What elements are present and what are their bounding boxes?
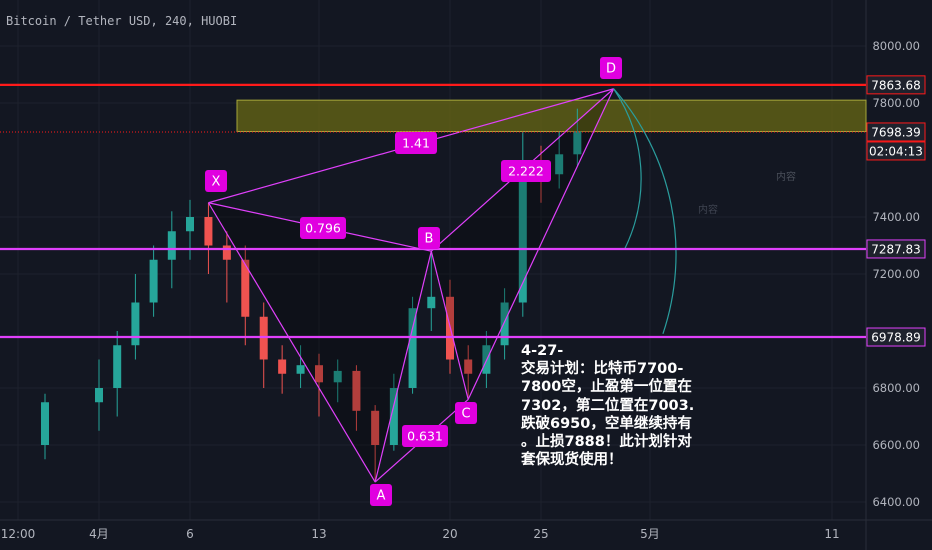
y-tick-label: 7400.00 (872, 210, 920, 224)
watermark-text: 内容 (776, 170, 796, 183)
candle-body (371, 410, 380, 445)
price-label-level3-bg (866, 327, 926, 347)
candle-body (518, 160, 527, 303)
candle-body (555, 154, 564, 175)
y-tick-label: 6800.00 (872, 381, 920, 395)
candle-body (408, 308, 417, 388)
x-tick-label: 6 (186, 527, 194, 541)
price-label-last: 7698.39 (871, 125, 921, 139)
candle-body (113, 345, 122, 388)
candle-body (352, 370, 361, 411)
point-label-a-bg (370, 484, 392, 506)
price-label-level2: 7287.83 (871, 242, 921, 256)
y-tick-label: 8000.00 (872, 39, 920, 53)
candle-body (296, 365, 305, 374)
candle-body (241, 259, 250, 317)
price-label-level2-bg (866, 239, 926, 259)
trading-plan-note: 4-27- 交易计划：比特币7700- 7800空，止盈第一位置在 7302，第… (521, 343, 695, 469)
point-label-d-bg (600, 57, 622, 79)
point-label-b: B (425, 232, 434, 247)
candle-body (315, 365, 323, 383)
target-zone (236, 99, 867, 133)
x-tick-label: 20 (442, 527, 457, 541)
pattern-leg-bc (430, 251, 469, 400)
pattern-fill-bcd (431, 88, 614, 400)
y-tick-label: 7200.00 (872, 267, 920, 281)
candle-body (204, 217, 213, 246)
x-tick-label: 4月 (89, 527, 109, 541)
x-tick-label: 13 (311, 527, 326, 541)
candle-body (167, 231, 176, 260)
ratio-label-bd-bg (501, 160, 551, 182)
ratio-label-xd: 1.41 (402, 136, 430, 151)
symbol-title: Bitcoin / Tether USD, 240, HUOBI (6, 14, 238, 28)
candle-body (464, 359, 473, 374)
pattern-leg-cd (467, 88, 615, 400)
point-label-c-bg (455, 402, 477, 424)
ratio-label-bd: 2.222 (508, 164, 544, 179)
price-label-d-level-bg (866, 75, 926, 95)
candle-body (389, 388, 398, 445)
countdown-bg (866, 141, 926, 161)
point-label-x-bg (205, 170, 227, 192)
candle-body (149, 259, 158, 303)
price-label-d-level: 7863.68 (871, 78, 921, 92)
ratio-label-xd-bg (395, 132, 437, 154)
candle-body (95, 388, 103, 403)
point-label-a: A (377, 489, 386, 504)
candle-body (131, 302, 140, 346)
countdown-label: 02:04:13 (869, 144, 923, 158)
x-tick-label: 11 (824, 527, 839, 541)
y-tick-label: 7800.00 (872, 96, 920, 110)
point-label-x: X (212, 175, 221, 190)
fib-arc-inner (613, 88, 642, 249)
candle-body (186, 217, 194, 232)
fib-arc-outer (613, 88, 677, 335)
candle-body (500, 302, 509, 346)
candle-body (573, 131, 582, 155)
ratio-label-ac-bg (402, 425, 448, 447)
point-label-c: C (461, 407, 470, 422)
x-tick-label: 12:00 (1, 527, 36, 541)
x-tick-label: 5月 (640, 527, 660, 541)
candle-body (333, 370, 342, 383)
candle-body (259, 316, 268, 360)
candle-body (41, 402, 49, 445)
ratio-label-xb: 0.796 (305, 221, 341, 236)
pattern-fill-xab (208, 202, 432, 483)
y-tick-label: 6600.00 (872, 438, 920, 452)
candle-body (427, 296, 436, 309)
price-label-level3: 6978.89 (871, 331, 921, 345)
point-label-d: D (606, 62, 616, 77)
x-tick-label: 25 (533, 527, 548, 541)
point-label-b-bg (418, 227, 440, 249)
watermark-text: 内容 (698, 203, 718, 216)
y-tick-label: 6400.00 (872, 495, 920, 509)
candle-body (278, 359, 287, 374)
ratio-label-xb-bg (300, 217, 346, 239)
pattern-leg-ab (374, 251, 432, 483)
candle-body (222, 245, 231, 260)
ratio-label-ac: 0.631 (407, 429, 443, 444)
price-label-last-bg (866, 122, 926, 142)
